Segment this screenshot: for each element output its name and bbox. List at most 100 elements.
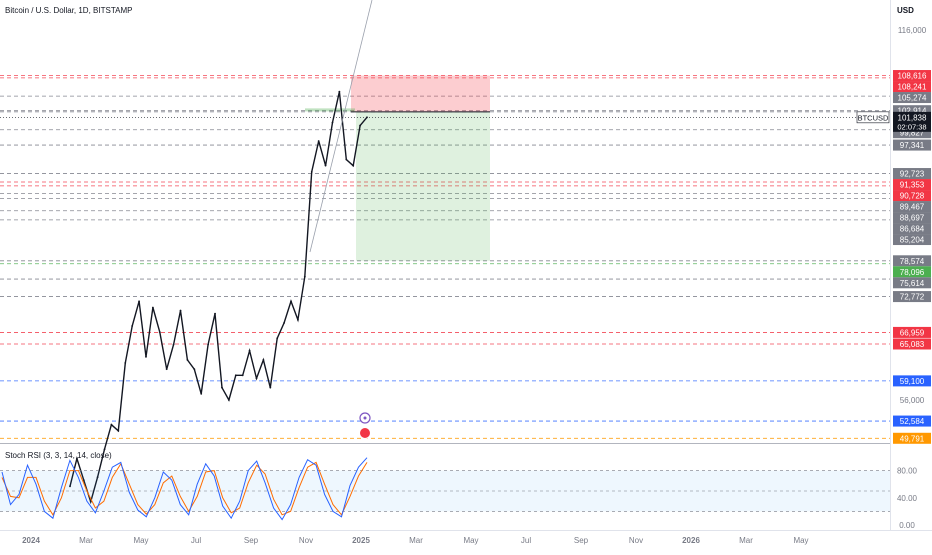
y-tick-label: 56,000 [900, 396, 925, 405]
price-point [124, 362, 127, 364]
price-point [234, 374, 237, 377]
level-label: 108,241 [898, 83, 927, 92]
level-label: 78,096 [900, 268, 925, 277]
price-point [158, 331, 161, 334]
price-point [117, 429, 120, 432]
level-label-box [893, 168, 931, 180]
level-label: 90,728 [900, 192, 925, 201]
level-label-box [893, 212, 931, 224]
current-price-label: 101,838 [898, 113, 927, 122]
price-point [221, 386, 223, 389]
flag-icon[interactable] [359, 427, 371, 439]
price-point [76, 457, 78, 460]
stoch-tick-label: 40.00 [897, 494, 918, 503]
level-label-box [893, 415, 931, 427]
price-point [331, 121, 334, 124]
price-point [214, 312, 216, 315]
chart-title: Bitcoin / U.S. Dollar, 1D, BITSTAMP [5, 6, 133, 15]
stoch-rsi-label: Stoch RSI (3, 3, 14, 14, close) [5, 451, 112, 460]
level-label: 78,574 [900, 257, 925, 266]
x-tick-label: May [793, 536, 808, 545]
level-label: 86,684 [900, 225, 925, 234]
level-label: 59,100 [900, 377, 925, 386]
price-point [165, 368, 168, 371]
price-point [69, 485, 71, 488]
level-label: 108,616 [898, 72, 927, 81]
symbol-tag-box [856, 111, 890, 124]
price-point [345, 158, 348, 161]
level-label-box [893, 92, 931, 104]
level-label-box [893, 70, 931, 82]
level-label: 105,274 [898, 94, 927, 103]
x-tick-label: Sep [244, 536, 259, 545]
level-label-box [893, 81, 931, 93]
level-label-box [893, 432, 931, 444]
price-point [110, 423, 113, 426]
take-profit-zone[interactable] [356, 111, 490, 261]
level-label: 102,914 [898, 107, 927, 116]
x-tick-label: Mar [79, 536, 93, 545]
level-label: 66,959 [900, 328, 925, 337]
price-point [269, 386, 272, 389]
level-label-box [893, 179, 931, 191]
price-point [255, 377, 258, 380]
level-label-box [893, 326, 931, 338]
level-label: 85,204 [900, 236, 925, 245]
x-tick-label: May [133, 536, 148, 545]
y-tick-label: 116,000 [898, 26, 927, 35]
x-tick-label: Mar [409, 536, 423, 545]
price-point [248, 349, 251, 352]
level-label: 49,791 [900, 434, 925, 443]
price-point [227, 399, 230, 401]
level-label-box [893, 266, 931, 278]
price-point [317, 140, 320, 142]
price-point [145, 355, 147, 358]
level-label-box [893, 223, 931, 235]
price-point [186, 359, 189, 361]
stoch-k-line[interactable] [1, 457, 368, 521]
price-point [179, 309, 182, 312]
x-tick-label: Nov [629, 536, 643, 545]
level-label: 89,467 [900, 203, 925, 212]
price-point [131, 325, 134, 327]
stoch-d-line[interactable] [1, 461, 368, 516]
level-label: 75,614 [900, 279, 925, 288]
level-label: 99,827 [900, 129, 925, 138]
level-label-box [893, 255, 931, 267]
price-point [151, 306, 154, 309]
x-tick-label: May [463, 536, 478, 545]
level-label-box [893, 234, 931, 246]
price-point [324, 164, 327, 167]
trend-projection-line[interactable] [309, 0, 373, 253]
price-point [96, 476, 99, 478]
level-label-box [893, 201, 931, 213]
price-point [82, 479, 85, 482]
price-point [283, 322, 286, 324]
price-series-line[interactable] [69, 91, 368, 505]
x-tick-label: Jul [521, 536, 531, 545]
price-point [290, 300, 292, 303]
price-point [303, 275, 306, 278]
level-label: 97,341 [900, 141, 925, 150]
level-label-box [893, 190, 931, 202]
stoch-tick-label: 0.00 [899, 521, 915, 530]
price-point [310, 170, 313, 173]
level-label: 91,353 [900, 181, 925, 190]
x-tick-label: Mar [739, 536, 753, 545]
price-point [352, 164, 355, 167]
x-tick-label: Nov [299, 536, 313, 545]
price-point [207, 343, 210, 346]
level-label-box [893, 291, 931, 303]
price-point [200, 392, 203, 395]
price-point [338, 90, 341, 93]
level-label-box [893, 105, 931, 117]
level-label-box [893, 375, 931, 387]
level-label-box [893, 277, 931, 289]
price-point [89, 500, 92, 503]
stop-loss-zone[interactable] [351, 75, 490, 112]
level-label-box [893, 127, 931, 139]
level-label: 72,772 [900, 293, 925, 302]
price-point [138, 300, 140, 303]
